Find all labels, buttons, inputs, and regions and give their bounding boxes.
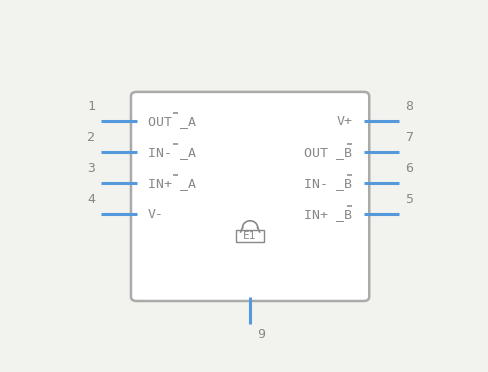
Text: V-: V- [148, 208, 164, 221]
Text: OUT _A: OUT _A [148, 115, 196, 128]
Text: 4: 4 [87, 193, 95, 206]
Text: 3: 3 [87, 162, 95, 175]
Text: IN- _B: IN- _B [304, 177, 352, 190]
Text: 5: 5 [405, 193, 413, 206]
Text: 6: 6 [405, 162, 413, 175]
Text: 7: 7 [405, 131, 413, 144]
FancyBboxPatch shape [131, 92, 369, 301]
Bar [236, 230, 264, 242]
Text: OUT _B: OUT _B [304, 146, 352, 159]
Text: IN- _A: IN- _A [148, 146, 196, 159]
Text: 8: 8 [405, 100, 413, 113]
Text: IN+ _B: IN+ _B [304, 208, 352, 221]
Text: V+: V+ [336, 115, 352, 128]
Text: E1: E1 [244, 231, 257, 241]
Text: 2: 2 [87, 131, 95, 144]
Text: IN+ _A: IN+ _A [148, 177, 196, 190]
Text: 1: 1 [87, 100, 95, 113]
Text: 9: 9 [258, 328, 265, 341]
